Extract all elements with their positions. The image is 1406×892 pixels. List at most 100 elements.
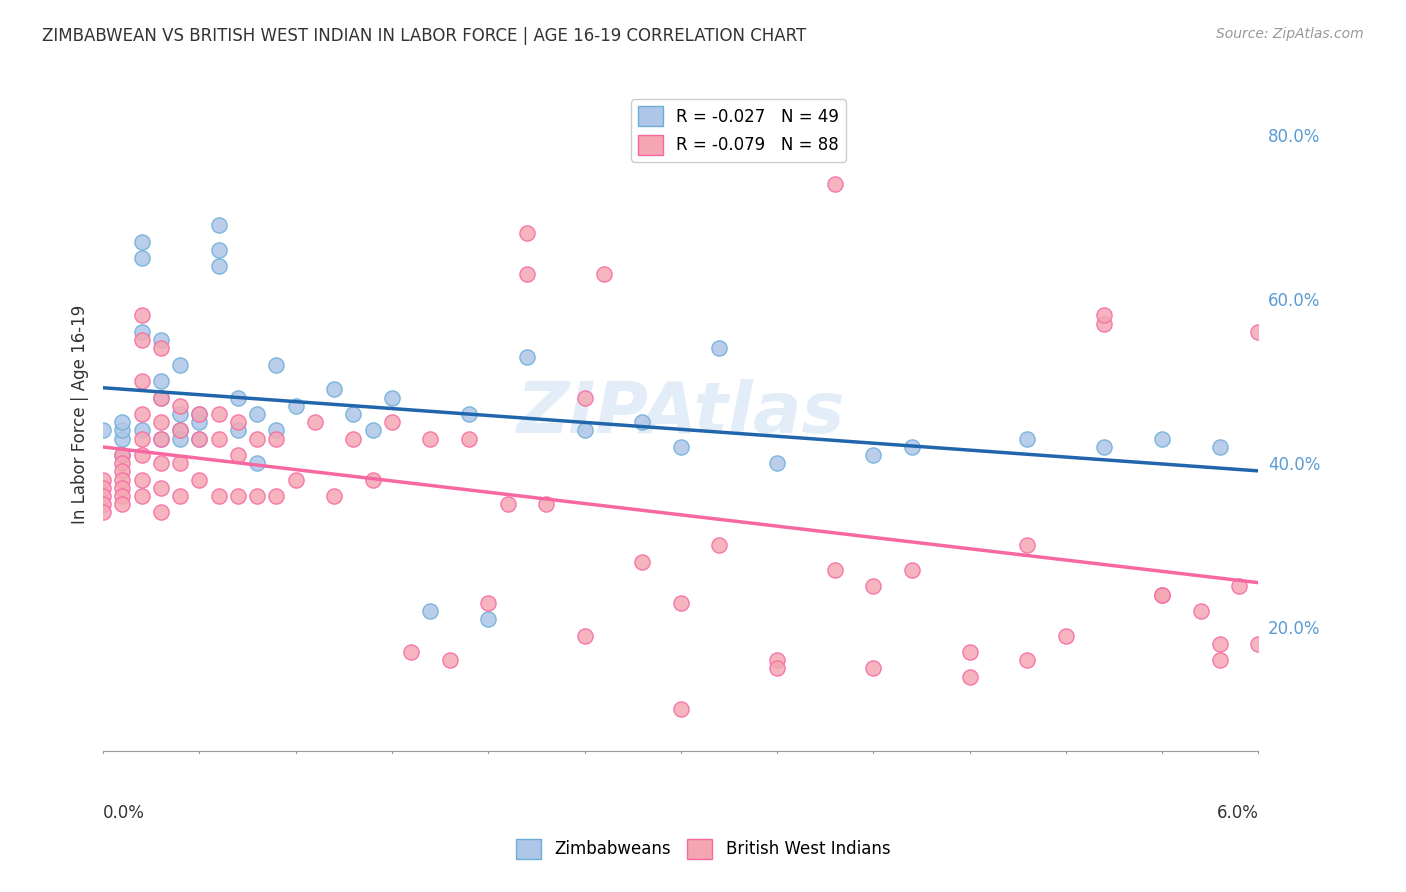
Point — [131, 251, 153, 265]
Point — [381, 391, 404, 405]
Point — [284, 473, 307, 487]
Point — [131, 424, 153, 438]
Point — [439, 653, 461, 667]
Point — [862, 579, 884, 593]
Point — [111, 448, 134, 462]
Point — [131, 374, 153, 388]
Point — [149, 391, 172, 405]
Point — [1094, 317, 1116, 331]
Point — [149, 374, 172, 388]
Point — [709, 341, 731, 355]
Point — [131, 473, 153, 487]
Point — [149, 415, 172, 429]
Point — [1152, 588, 1174, 602]
Point — [361, 424, 384, 438]
Point — [266, 358, 288, 372]
Point — [131, 309, 153, 323]
Point — [862, 448, 884, 462]
Point — [766, 661, 789, 675]
Point — [824, 177, 846, 191]
Point — [534, 497, 557, 511]
Point — [477, 612, 499, 626]
Point — [188, 473, 211, 487]
Point — [477, 596, 499, 610]
Point — [111, 448, 134, 462]
Point — [131, 235, 153, 249]
Point — [266, 489, 288, 503]
Point — [284, 399, 307, 413]
Point — [323, 383, 346, 397]
Point — [304, 415, 326, 429]
Point — [226, 489, 249, 503]
Point — [188, 407, 211, 421]
Point — [149, 506, 172, 520]
Point — [111, 489, 134, 503]
Text: ZIPAtlas: ZIPAtlas — [516, 379, 845, 449]
Point — [111, 481, 134, 495]
Point — [208, 243, 231, 257]
Point — [226, 424, 249, 438]
Point — [111, 473, 134, 487]
Point — [419, 604, 441, 618]
Text: Source: ZipAtlas.com: Source: ZipAtlas.com — [1216, 27, 1364, 41]
Point — [91, 497, 114, 511]
Point — [208, 432, 231, 446]
Point — [1054, 629, 1077, 643]
Point — [901, 563, 924, 577]
Point — [516, 350, 538, 364]
Point — [1017, 432, 1039, 446]
Point — [1152, 588, 1174, 602]
Point — [111, 415, 134, 429]
Point — [419, 432, 441, 446]
Point — [131, 432, 153, 446]
Point — [208, 407, 231, 421]
Point — [342, 432, 364, 446]
Point — [862, 661, 884, 675]
Point — [131, 333, 153, 347]
Point — [342, 407, 364, 421]
Point — [1209, 440, 1232, 454]
Point — [208, 489, 231, 503]
Point — [188, 407, 211, 421]
Point — [824, 563, 846, 577]
Legend: Zimbabweans, British West Indians: Zimbabweans, British West Indians — [509, 832, 897, 866]
Point — [169, 424, 191, 438]
Point — [111, 432, 134, 446]
Point — [959, 645, 981, 659]
Point — [323, 489, 346, 503]
Point — [1152, 432, 1174, 446]
Point — [91, 473, 114, 487]
Point — [246, 489, 269, 503]
Point — [111, 424, 134, 438]
Point — [631, 415, 654, 429]
Text: 0.0%: 0.0% — [103, 805, 145, 822]
Point — [361, 473, 384, 487]
Point — [458, 432, 481, 446]
Point — [246, 456, 269, 470]
Point — [188, 415, 211, 429]
Point — [149, 481, 172, 495]
Point — [592, 268, 614, 282]
Point — [901, 440, 924, 454]
Point — [1017, 653, 1039, 667]
Point — [226, 448, 249, 462]
Point — [766, 653, 789, 667]
Point — [149, 432, 172, 446]
Point — [188, 432, 211, 446]
Point — [111, 465, 134, 479]
Point — [1247, 325, 1270, 339]
Point — [169, 432, 191, 446]
Point — [574, 391, 596, 405]
Point — [131, 325, 153, 339]
Point — [516, 227, 538, 241]
Point — [458, 407, 481, 421]
Point — [1189, 604, 1212, 618]
Legend: R = -0.027   N = 49, R = -0.079   N = 88: R = -0.027 N = 49, R = -0.079 N = 88 — [631, 99, 846, 161]
Point — [574, 424, 596, 438]
Y-axis label: In Labor Force | Age 16-19: In Labor Force | Age 16-19 — [72, 304, 89, 524]
Point — [149, 333, 172, 347]
Point — [169, 407, 191, 421]
Point — [169, 399, 191, 413]
Point — [169, 358, 191, 372]
Point — [516, 268, 538, 282]
